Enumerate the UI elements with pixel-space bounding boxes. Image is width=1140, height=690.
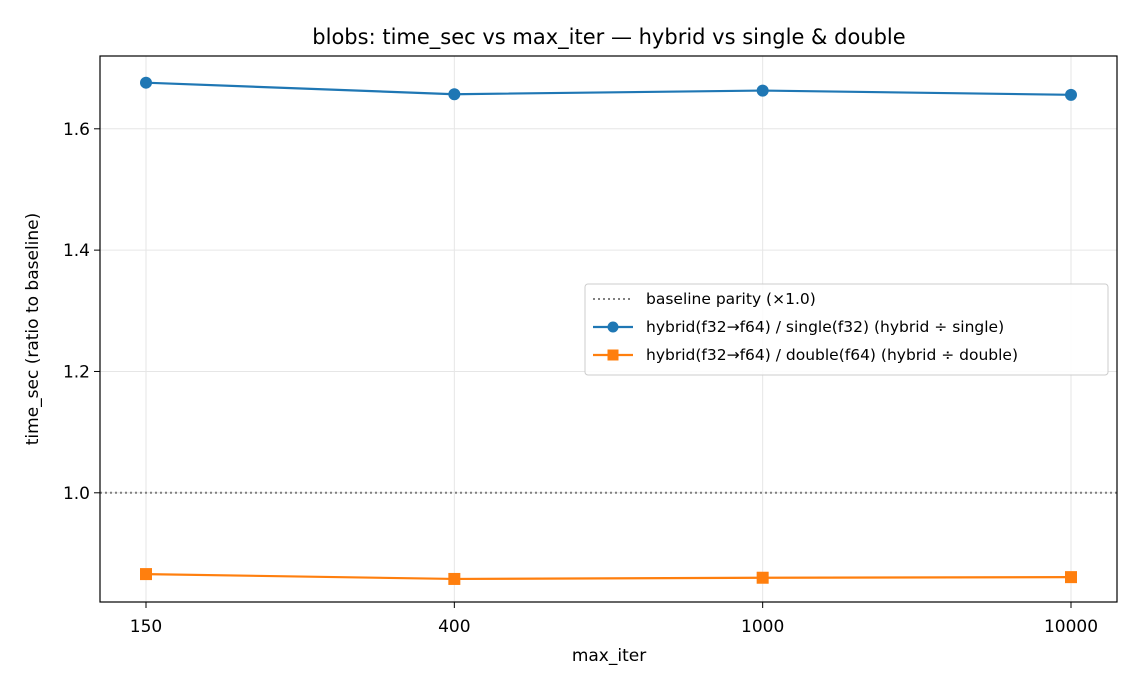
y-tick-label: 1.4 (63, 241, 90, 261)
series-line (145, 572, 1072, 581)
data-point (756, 84, 769, 97)
legend-frame (584, 283, 1109, 376)
series-line (145, 81, 1072, 96)
y-tick-label: 1.6 (63, 120, 90, 140)
data-point (1065, 88, 1077, 101)
legend-swatch-marker (607, 349, 619, 361)
data-point (448, 88, 461, 101)
x-tick-label: 10000 (1044, 617, 1098, 637)
legend-label: hybrid(f32→f64) / double(f64) (hybrid ÷ … (646, 346, 1018, 364)
plot-frame (99, 55, 1118, 603)
legend: baseline parity (×1.0) hybrid(f32→f64) / … (584, 283, 1109, 376)
data-point (756, 571, 769, 584)
y-tick-label: 1.0 (63, 484, 90, 504)
y-axis-label: time_sec (ratio to baseline) (23, 213, 43, 446)
chart-title: blobs: time_sec vs max_iter — hybrid vs … (312, 25, 905, 50)
legend-label: baseline parity (×1.0) (646, 290, 816, 308)
data-point (448, 572, 461, 585)
y-tick-label: 1.2 (63, 362, 90, 382)
series-2 (140, 568, 1077, 585)
y-axis-ticks: 1.0 1.2 1.4 1.6 (63, 120, 100, 504)
legend-swatch-marker (607, 321, 619, 333)
x-tick-label: 150 (130, 617, 162, 637)
series-group (140, 76, 1077, 585)
x-axis-ticks: 150 400 1000 10000 (130, 602, 1098, 637)
legend-label: hybrid(f32→f64) / single(f32) (hybrid ÷ … (646, 318, 1004, 336)
x-tick-label: 1000 (741, 617, 784, 637)
x-axis-label: max_iter (572, 646, 646, 666)
data-point (140, 568, 152, 581)
data-point (140, 76, 152, 89)
x-tick-label: 400 (438, 617, 470, 637)
series-1 (140, 76, 1077, 101)
data-point (1065, 571, 1077, 584)
